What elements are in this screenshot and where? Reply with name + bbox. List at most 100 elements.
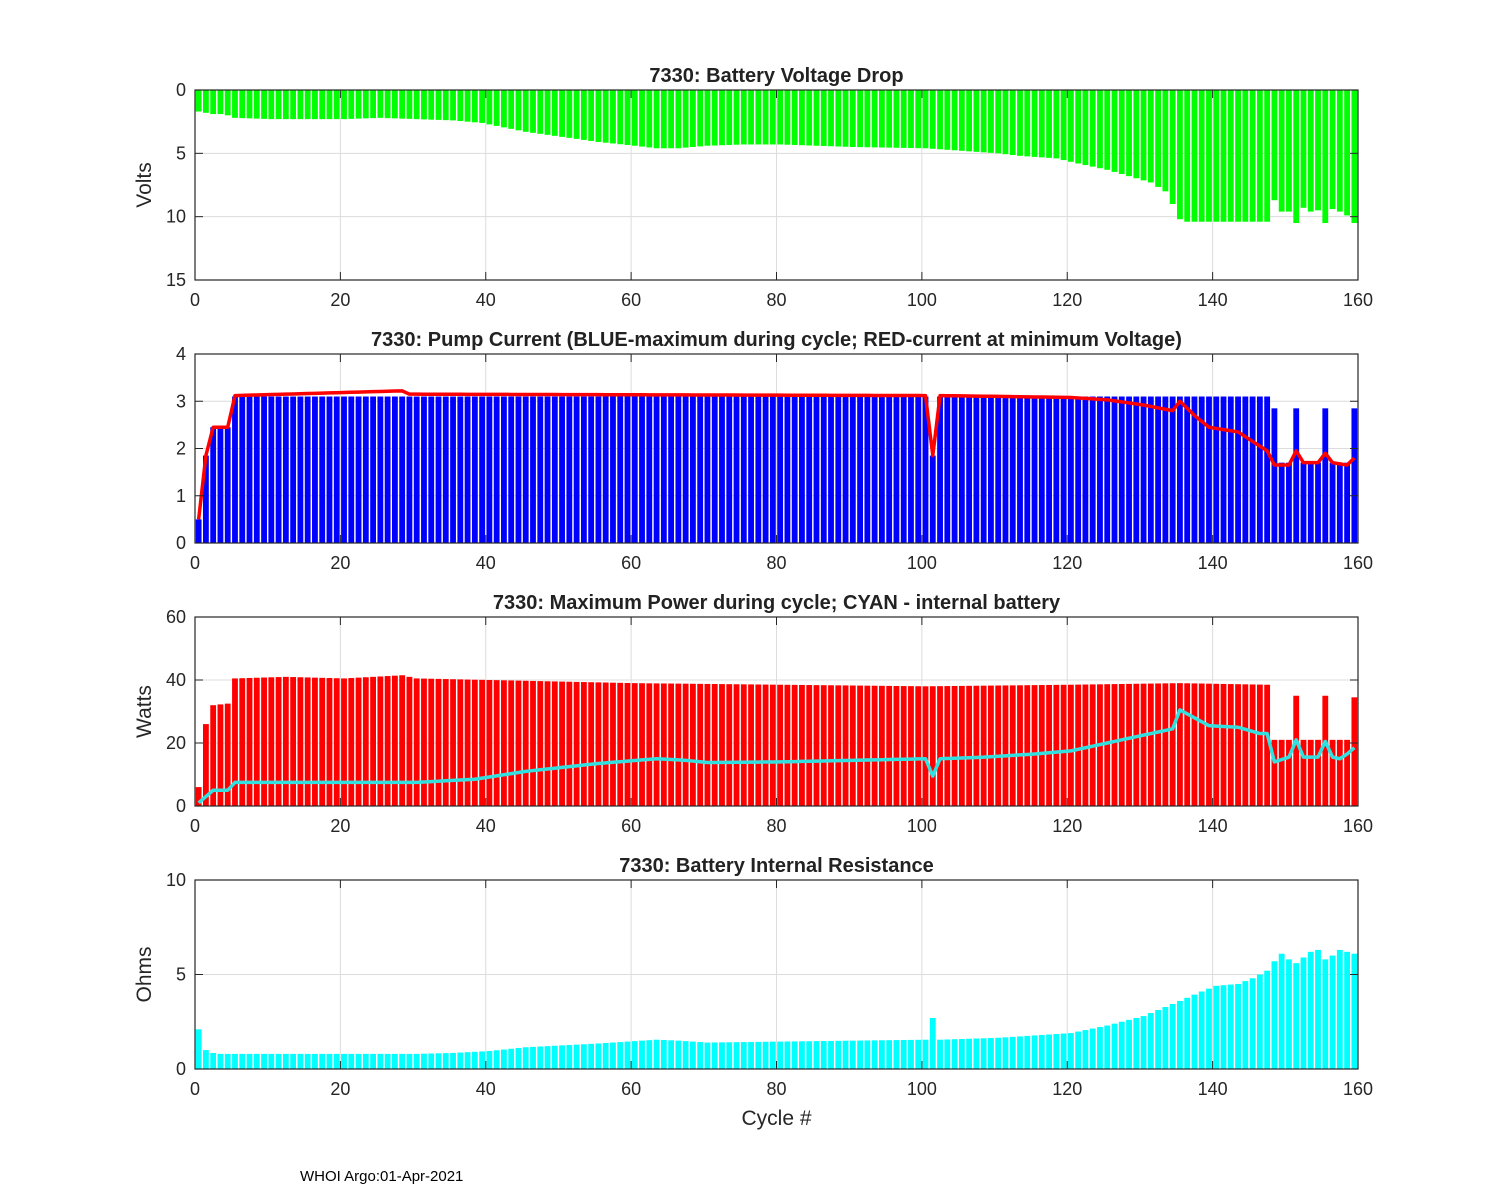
voltage-drop-bar: [1082, 90, 1089, 166]
pump-current-xtick-label: 80: [766, 553, 786, 573]
pump-current-bars: [195, 396, 1358, 544]
pump-current-bar: [1206, 396, 1212, 543]
max-power-bar: [1191, 683, 1198, 806]
voltage-drop-bar: [501, 90, 507, 128]
max-power-bar: [1220, 683, 1227, 806]
voltage-drop-ytick-label: 0: [176, 80, 186, 100]
internal-resistance-bar: [857, 1040, 863, 1069]
internal-resistance-bar: [944, 1039, 951, 1069]
max-power-bar: [399, 675, 406, 806]
voltage-drop-bar: [1155, 90, 1162, 187]
voltage-drop-bar: [275, 90, 282, 120]
voltage-drop-bar: [319, 90, 326, 120]
internal-resistance-bar: [1293, 963, 1300, 1069]
voltage-drop-bar: [1213, 90, 1220, 222]
pump-current-bar: [1082, 396, 1089, 543]
internal-resistance-bar: [471, 1051, 478, 1069]
pump-current-bar: [559, 396, 565, 543]
internal-resistance-grid: [195, 880, 1358, 1069]
internal-resistance-bar: [1198, 991, 1205, 1069]
max-power-bar: [435, 678, 442, 806]
voltage-drop-bar: [886, 90, 893, 148]
voltage-drop-bar: [646, 90, 653, 148]
internal-resistance-bar: [1046, 1034, 1052, 1069]
voltage-drop-bar: [268, 90, 275, 120]
voltage-drop-bars: [195, 90, 1358, 223]
internal-resistance-bar: [203, 1050, 209, 1069]
internal-resistance-bar: [878, 1040, 885, 1069]
pump-current-bar: [1104, 396, 1111, 543]
voltage-drop-bar: [253, 90, 260, 119]
internal-resistance-bar: [1024, 1035, 1031, 1069]
max-power-bar: [530, 680, 536, 806]
pump-current-bar: [275, 396, 282, 543]
max-power-bar: [239, 678, 246, 806]
max-power-bar: [791, 684, 798, 806]
pump-current-bar: [1351, 408, 1358, 543]
max-power-bar: [980, 685, 987, 806]
voltage-drop-bar: [362, 90, 369, 119]
internal-resistance-bar: [435, 1053, 442, 1069]
voltage-drop-ylabel: Volts: [133, 162, 156, 208]
pump-current-bar: [1017, 396, 1023, 543]
max-power-bar: [1118, 683, 1125, 806]
max-power-bar: [1307, 739, 1314, 806]
internal-resistance-bar: [290, 1053, 297, 1069]
max-power-bar: [421, 678, 427, 806]
internal-resistance-bar: [261, 1053, 267, 1069]
pump-current-bar: [1322, 408, 1329, 543]
internal-resistance-bar: [457, 1052, 464, 1069]
max-power-bar: [1329, 739, 1336, 806]
internal-resistance-ylabel: Ohms: [133, 946, 156, 1002]
pump-current-bar: [297, 396, 304, 543]
pump-current-bar: [799, 396, 805, 543]
pump-current-bar: [653, 396, 660, 543]
internal-resistance-bar: [377, 1053, 384, 1069]
pump-current-bar: [813, 396, 820, 543]
voltage-drop-bar: [1329, 90, 1336, 210]
pump-current-bar: [958, 396, 965, 543]
voltage-drop-bar: [617, 90, 624, 145]
voltage-drop-bar: [1060, 90, 1067, 161]
pump-current-bar: [690, 396, 696, 543]
pump-current-bar: [1097, 396, 1103, 543]
pump-current-bar: [835, 396, 842, 543]
pump-current-bar: [442, 396, 449, 543]
max-power-bar: [617, 682, 624, 806]
max-power-bar: [362, 677, 369, 806]
max-power-bar: [966, 685, 973, 806]
voltage-drop-bar: [595, 90, 602, 142]
voltage-drop-bar: [471, 90, 478, 123]
max-power-bar: [282, 676, 289, 806]
max-power-bar: [1082, 684, 1089, 806]
max-power-bar: [261, 677, 267, 806]
internal-resistance-bar: [413, 1053, 420, 1069]
max-power-bar: [1344, 739, 1351, 806]
internal-resistance-bar: [1104, 1025, 1111, 1069]
max-power-bar: [224, 703, 231, 807]
pump-current-bar: [239, 396, 246, 543]
max-power-xtick-label: 40: [476, 816, 496, 836]
voltage-drop-bar: [246, 90, 253, 119]
internal-resistance-bar: [544, 1046, 551, 1069]
max-power-bar: [1242, 684, 1249, 806]
pump-current-panel: 0 20 40 60 80 100 120 140 160 0 1 2 3 4 7330: Pump Cu…: [176, 329, 1373, 573]
pump-current-bar: [1118, 396, 1125, 543]
pump-current-bar: [450, 396, 456, 543]
voltage-drop-bar: [486, 90, 493, 125]
pump-current-bar: [900, 396, 907, 543]
internal-resistance-bar: [1336, 949, 1343, 1069]
voltage-drop-bar: [813, 90, 820, 146]
voltage-drop-bar: [1264, 90, 1271, 222]
pump-current-bar: [980, 396, 987, 543]
internal-resistance-bar: [268, 1053, 275, 1069]
voltage-drop-ytick-label: 5: [176, 143, 186, 163]
pump-current-bar: [719, 396, 725, 543]
internal-resistance-bar: [326, 1053, 333, 1069]
voltage-drop-bar: [755, 90, 762, 145]
max-power-bar: [740, 684, 747, 806]
pump-current-bar: [1009, 396, 1016, 543]
pump-current-bar: [1053, 396, 1060, 543]
pump-current-bar: [1220, 396, 1227, 543]
pump-current-bar: [1038, 396, 1045, 543]
